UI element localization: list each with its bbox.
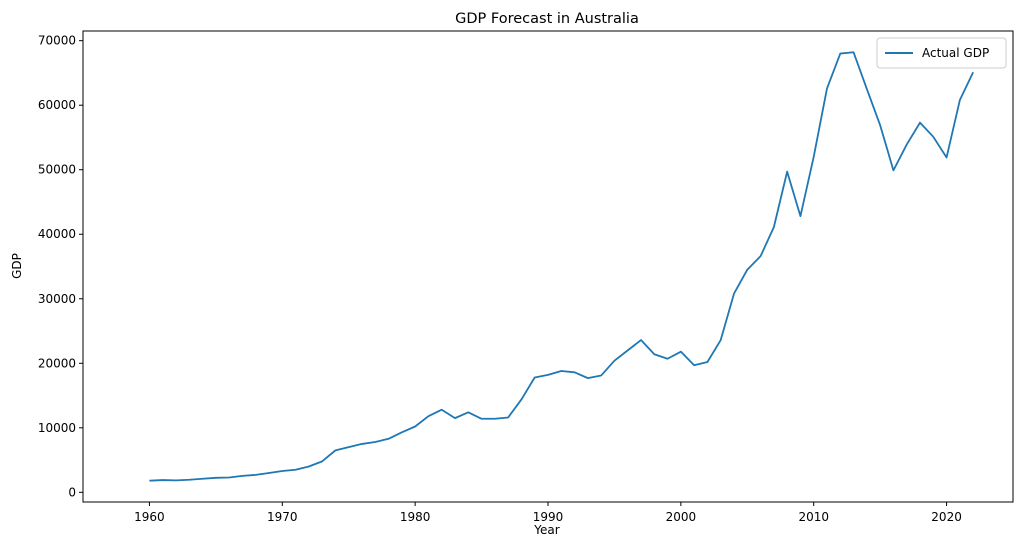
legend: Actual GDP [876,37,1007,69]
y-axis-label: GDP [10,253,24,279]
y-axis: 0 10000 20000 30000 40000 50000 60000 70000 [38,34,83,499]
y-tick-label: 70000 [38,34,76,48]
y-tick-label: 60000 [38,98,76,112]
x-tick-label: 1980 [400,510,431,524]
series-line-actual-gdp [149,51,974,482]
y-tick-label: 40000 [38,227,76,241]
x-tick-label: 2010 [798,510,829,524]
x-tick-label: 1960 [134,510,165,524]
y-tick-label: 20000 [38,356,76,370]
x-axis: 1960 1970 1980 1990 2000 2010 2020 [134,502,962,524]
y-tick-label: 0 [68,485,76,499]
legend-label-actual-gdp: Actual GDP [922,46,989,60]
x-axis-label: Year [533,523,559,537]
x-tick-label: 1970 [267,510,298,524]
y-tick-label: 10000 [38,421,76,435]
series-layer [149,51,974,482]
x-tick-label: 1990 [533,510,564,524]
legend-box [876,37,1007,69]
x-tick-label: 2000 [666,510,697,524]
x-tick-label: 2020 [931,510,962,524]
y-tick-label: 30000 [38,292,76,306]
y-tick-label: 50000 [38,163,76,177]
plot-frame [82,30,1014,503]
chart-title: GDP Forecast in Australia [455,11,639,27]
